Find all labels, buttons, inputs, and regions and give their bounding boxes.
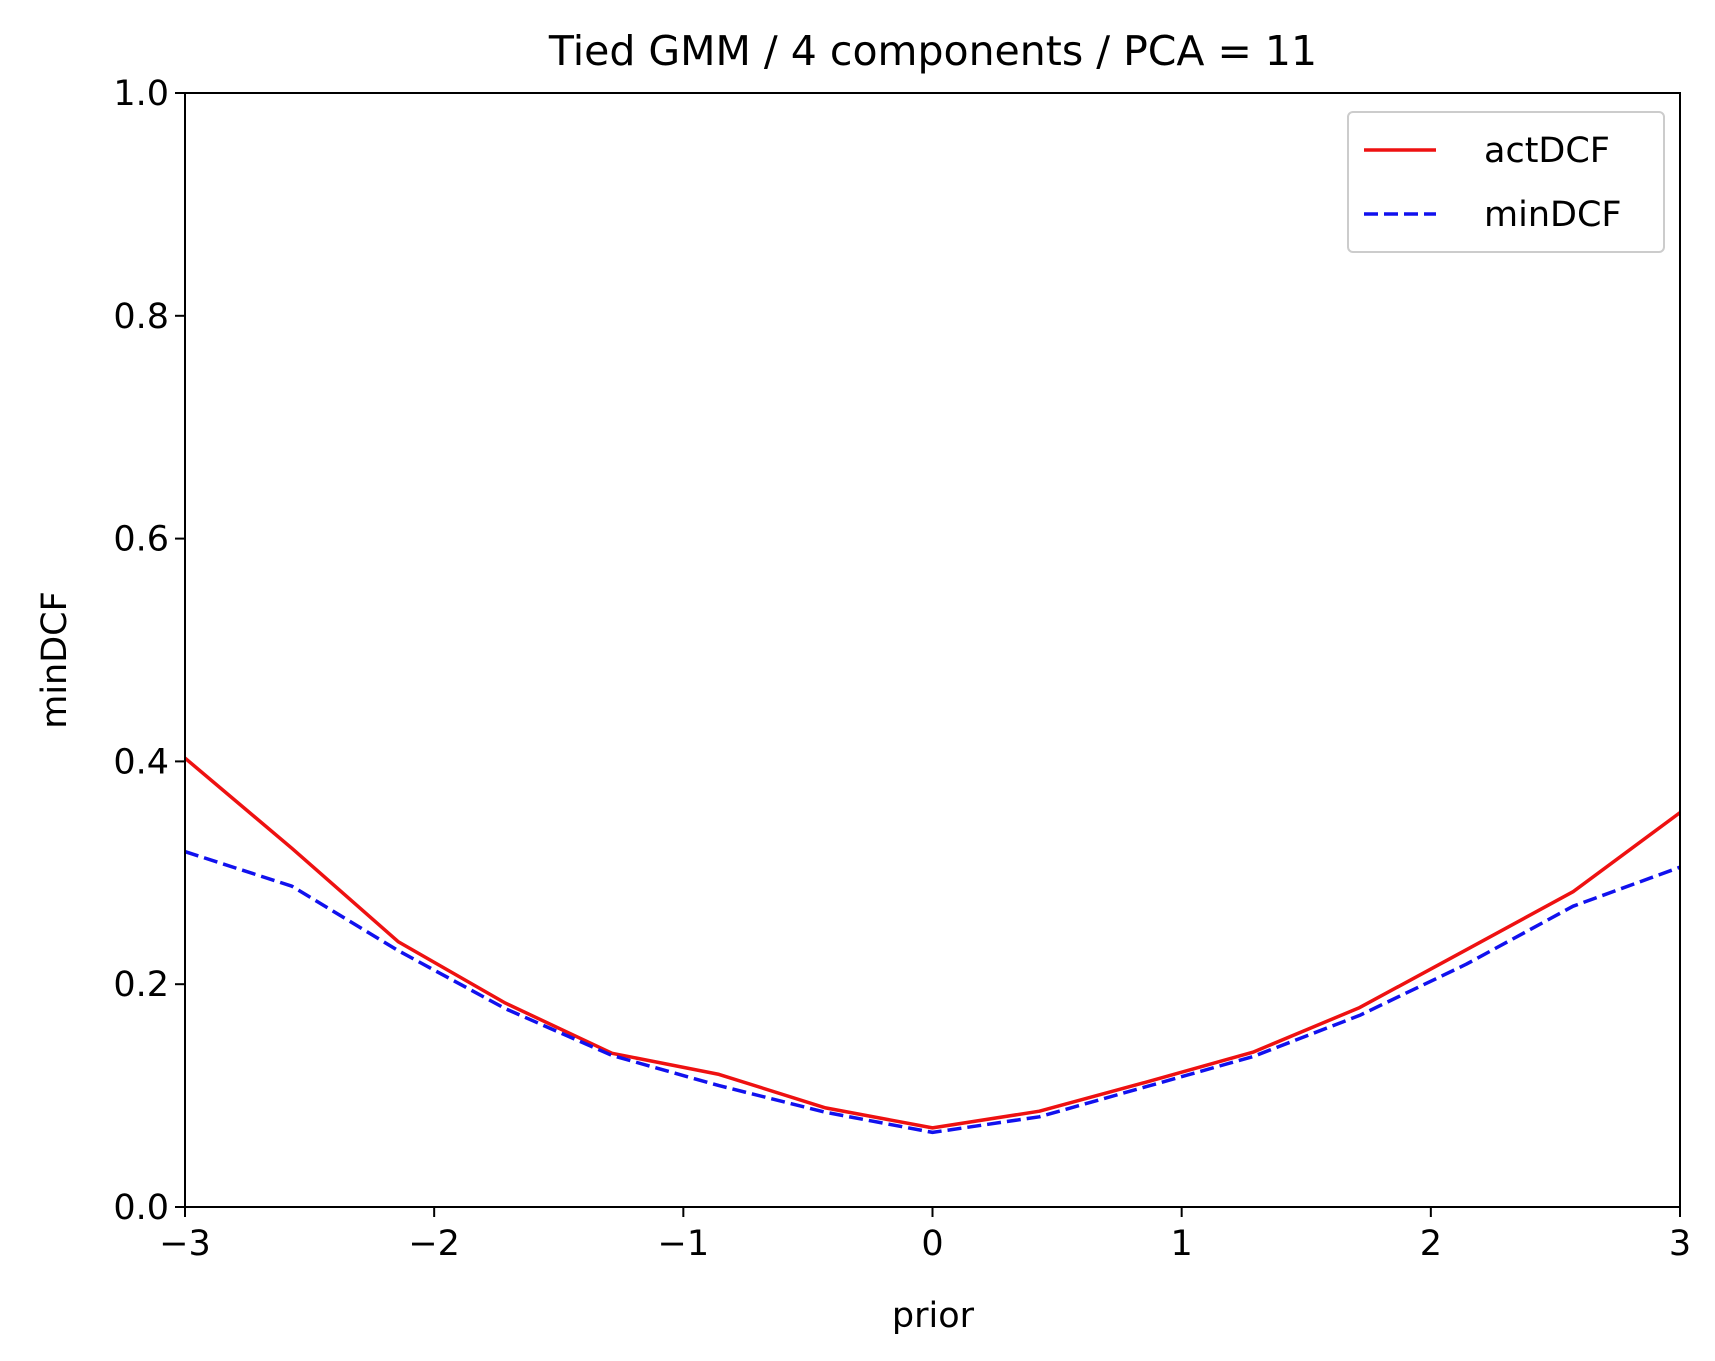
x-tick-label: 2 xyxy=(1420,1224,1442,1264)
y-tick-label: 0.2 xyxy=(113,965,169,1005)
x-tick-label: −3 xyxy=(159,1224,211,1264)
y-tick-label: 0.6 xyxy=(113,520,169,560)
x-tick-label: −2 xyxy=(408,1224,460,1264)
x-axis-label: prior xyxy=(892,1296,975,1336)
legend-frame xyxy=(1347,111,1665,253)
series-line-actDCF xyxy=(185,756,1680,1130)
x-tick-label: −1 xyxy=(658,1224,710,1264)
y-axis-label: minDCF xyxy=(35,591,75,729)
chart-title: Tied GMM / 4 components / PCA = 11 xyxy=(548,27,1317,75)
y-tick-label: 0.0 xyxy=(113,1188,169,1228)
x-tick-label: 1 xyxy=(1171,1224,1193,1264)
y-tick-label: 0.4 xyxy=(113,742,169,782)
series-line-minDCF xyxy=(185,849,1680,1135)
legend-label-minDCF: minDCF xyxy=(1484,195,1622,235)
x-tick-label: 0 xyxy=(921,1224,943,1264)
y-tick-label: 0.8 xyxy=(113,297,169,337)
plot-area: −3 −2 −1 0 1 2 3 0.0 0.2 0.4 0.6 0.8 1.0 xyxy=(113,74,1691,1264)
legend: actDCF minDCF xyxy=(1347,111,1665,253)
y-tick-label: 1.0 xyxy=(113,74,169,114)
x-tick-label: 3 xyxy=(1669,1224,1691,1264)
legend-label-actDCF: actDCF xyxy=(1484,131,1610,171)
